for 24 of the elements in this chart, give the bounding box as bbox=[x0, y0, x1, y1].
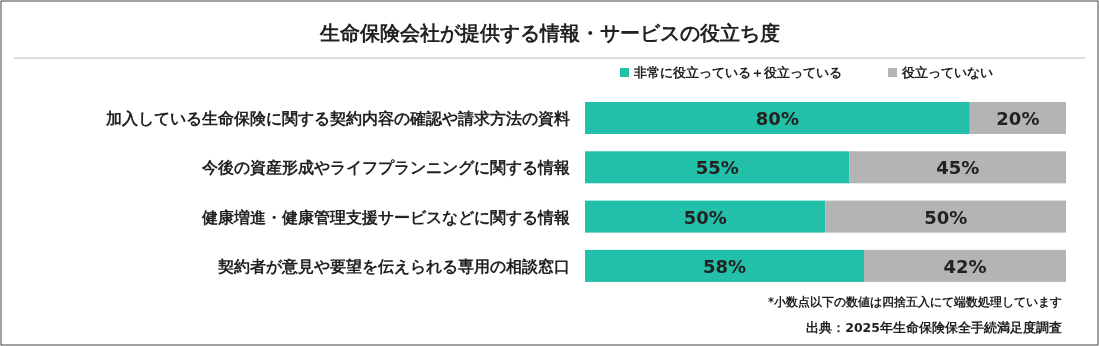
data-label: 55% bbox=[695, 157, 739, 179]
text: *小数点以下の数値は四捨五入にて端数処理しています bbox=[767, 295, 1062, 309]
bar bbox=[585, 151, 850, 184]
data-label: 45% bbox=[936, 157, 980, 179]
data-label: 42% bbox=[943, 255, 987, 277]
y-tick-label: 今後の資産形成やライフプランニングに関する情報 bbox=[201, 158, 571, 178]
bar bbox=[585, 102, 970, 134]
data-label: 50% bbox=[683, 206, 727, 228]
y-tick-label: 契約者が意見や要望を伝えられる専用の相談窓口 bbox=[217, 256, 570, 276]
data-label: 50% bbox=[924, 206, 968, 228]
chart-title: 生命保険会社が提供する情報・サービスの役立ち度 bbox=[318, 21, 780, 45]
bar bbox=[585, 200, 826, 233]
bar bbox=[825, 200, 1066, 233]
bar bbox=[863, 249, 1066, 282]
legend-label: 非常に役立っている＋役立っている bbox=[633, 65, 842, 80]
bar bbox=[585, 249, 864, 282]
data-label: 58% bbox=[702, 255, 747, 277]
data-label: 20% bbox=[996, 108, 1040, 129]
y-tick-label: 加入している生命保険に関する契約内容の確認や請求方法の資料 bbox=[105, 109, 570, 128]
data-label: 80% bbox=[755, 108, 799, 129]
y-tick-label: 健康増進・健康管理支援サービスなどに関する情報 bbox=[201, 207, 571, 227]
bar bbox=[849, 151, 1066, 184]
legend-label: 役立っていない bbox=[901, 65, 993, 80]
source-note: 出典：2025年生命保険保全手続満足度調査 bbox=[806, 320, 1062, 335]
